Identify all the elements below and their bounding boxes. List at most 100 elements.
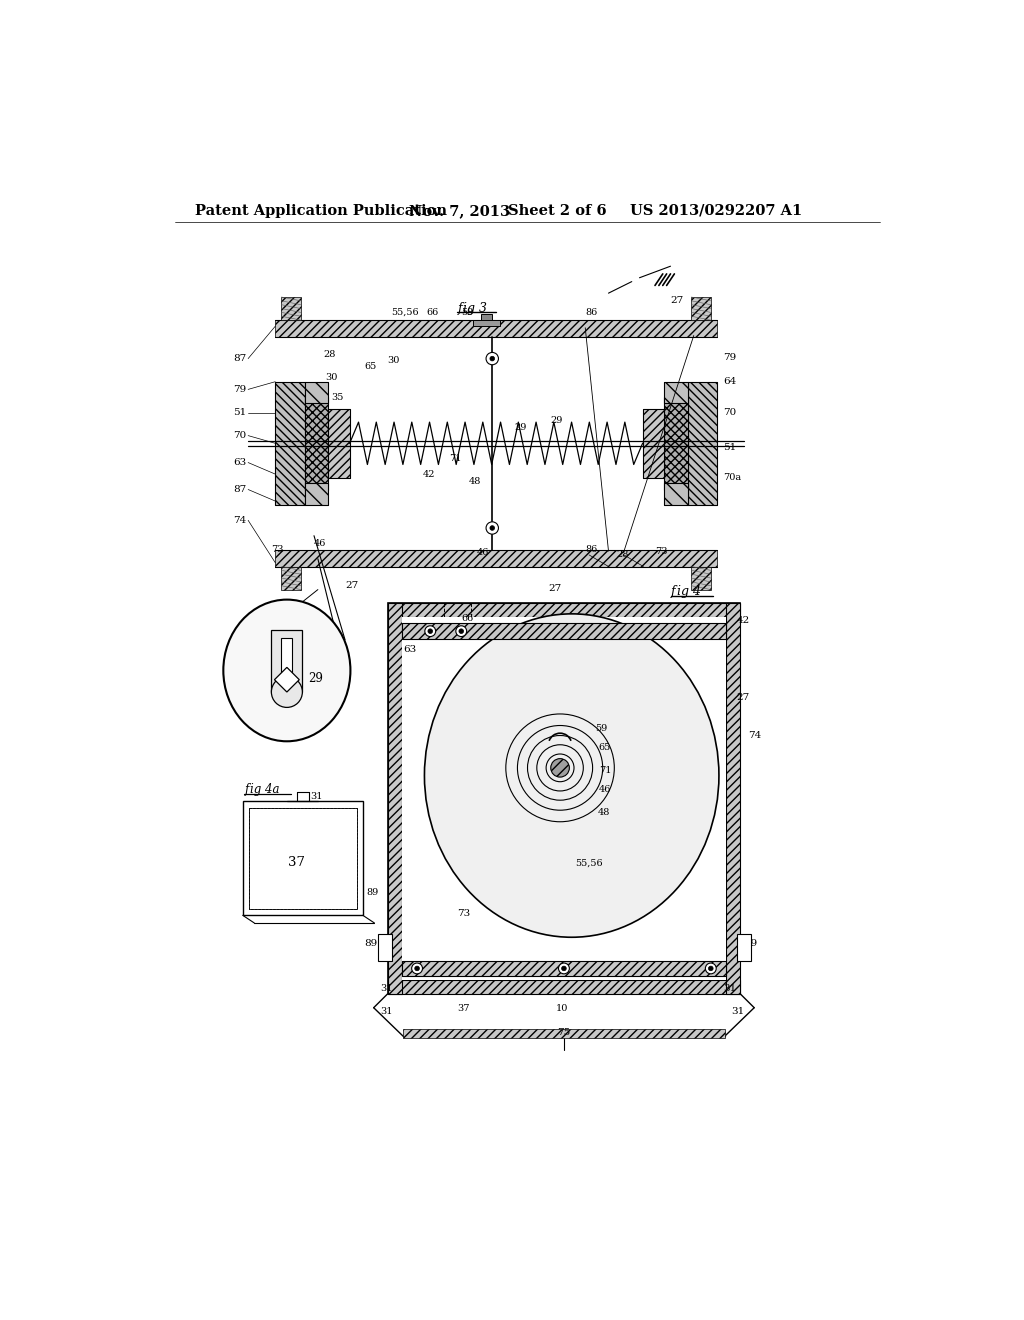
Bar <box>473 321 500 326</box>
Bar <box>401 623 726 639</box>
Bar <box>275 549 717 566</box>
Text: 70: 70 <box>723 408 736 417</box>
Text: Nov. 7, 2013: Nov. 7, 2013 <box>410 203 510 218</box>
Text: 89: 89 <box>367 888 379 896</box>
Text: 66: 66 <box>461 614 473 623</box>
Text: 31: 31 <box>731 1007 744 1016</box>
Bar <box>401 623 726 639</box>
Bar <box>480 314 493 322</box>
Text: 46: 46 <box>477 548 489 557</box>
Bar <box>403 1028 725 1038</box>
Ellipse shape <box>223 599 350 742</box>
Text: 28: 28 <box>616 550 629 560</box>
Bar <box>737 933 751 961</box>
Bar <box>388 603 740 994</box>
Text: 63: 63 <box>233 458 247 467</box>
Circle shape <box>558 964 569 974</box>
Text: 73: 73 <box>655 546 668 556</box>
Bar <box>305 381 328 404</box>
Text: 32: 32 <box>440 630 453 638</box>
Text: 48: 48 <box>597 808 609 817</box>
Text: 80: 80 <box>693 962 706 972</box>
Text: Sheet 2 of 6: Sheet 2 of 6 <box>508 203 606 218</box>
Text: US 2013/0292207 A1: US 2013/0292207 A1 <box>630 203 803 218</box>
Text: f: f <box>245 783 249 796</box>
Bar <box>243 801 362 915</box>
Text: 73: 73 <box>458 908 471 917</box>
Circle shape <box>489 356 495 360</box>
Text: 64: 64 <box>723 378 736 387</box>
Bar <box>401 961 726 977</box>
Text: 31: 31 <box>723 983 736 993</box>
Text: 89: 89 <box>744 940 758 948</box>
Text: 80: 80 <box>430 962 442 972</box>
Text: 31: 31 <box>380 983 392 993</box>
Text: 70: 70 <box>233 432 247 440</box>
Bar <box>388 603 401 994</box>
Text: 59: 59 <box>461 308 473 317</box>
Bar <box>305 397 328 490</box>
Bar <box>275 381 305 506</box>
Bar <box>305 483 328 504</box>
Circle shape <box>709 966 713 970</box>
Text: 89: 89 <box>365 940 378 948</box>
Bar <box>271 631 302 692</box>
Bar <box>687 381 717 506</box>
Bar <box>388 979 740 994</box>
Text: 79: 79 <box>723 352 736 362</box>
Bar <box>665 397 687 490</box>
Text: 37: 37 <box>288 855 305 869</box>
Bar <box>388 603 740 618</box>
Bar <box>282 566 301 590</box>
Bar <box>691 297 711 321</box>
Text: 59: 59 <box>595 723 607 733</box>
Text: Patent Application Publication: Patent Application Publication <box>196 203 447 218</box>
Bar <box>665 483 687 504</box>
Text: 71: 71 <box>450 454 462 463</box>
Text: 87: 87 <box>233 484 247 494</box>
Bar <box>282 297 301 321</box>
Bar <box>388 603 401 994</box>
Text: 86: 86 <box>586 308 597 317</box>
Text: 28: 28 <box>324 350 336 359</box>
Text: 42: 42 <box>736 616 750 624</box>
Text: 65: 65 <box>599 743 611 752</box>
Text: 29: 29 <box>550 416 563 425</box>
Bar <box>643 409 665 478</box>
Bar <box>726 603 740 994</box>
Text: 66: 66 <box>426 308 438 317</box>
Bar <box>401 618 726 979</box>
Circle shape <box>706 964 716 974</box>
Text: 65: 65 <box>365 362 377 371</box>
Text: 46: 46 <box>314 539 327 548</box>
Text: 51: 51 <box>723 442 736 451</box>
Text: 74: 74 <box>233 516 247 525</box>
Text: ig 3: ig 3 <box>463 302 486 315</box>
Text: 75: 75 <box>557 1028 570 1036</box>
Text: 70a: 70a <box>723 474 741 482</box>
Bar <box>328 409 349 478</box>
Bar <box>691 566 711 590</box>
Bar <box>726 603 740 994</box>
Text: 48: 48 <box>469 478 481 486</box>
Text: 71: 71 <box>599 766 611 775</box>
Text: 79: 79 <box>233 385 247 393</box>
Circle shape <box>456 626 467 636</box>
Text: 27: 27 <box>736 693 750 702</box>
Bar <box>665 397 687 490</box>
Circle shape <box>459 628 464 634</box>
Circle shape <box>489 525 495 531</box>
Bar <box>665 381 687 404</box>
Text: f: f <box>458 302 462 315</box>
Circle shape <box>486 352 499 364</box>
Bar <box>328 409 349 478</box>
Circle shape <box>561 966 566 970</box>
Text: ig 4a: ig 4a <box>251 783 280 796</box>
Circle shape <box>486 521 499 535</box>
Text: 51: 51 <box>233 408 247 417</box>
Polygon shape <box>274 668 299 692</box>
Text: 30: 30 <box>388 355 400 364</box>
Bar <box>388 979 740 994</box>
Text: 10: 10 <box>556 1005 568 1012</box>
Circle shape <box>428 628 432 634</box>
